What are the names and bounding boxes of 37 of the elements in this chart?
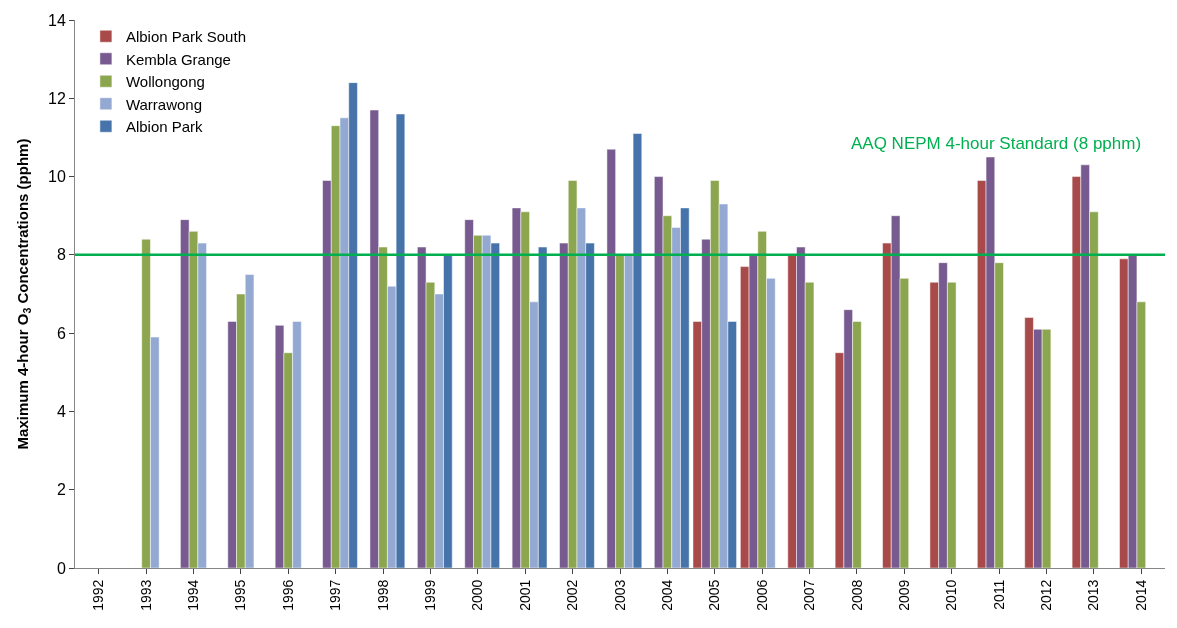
x-tick-label: 2009 <box>895 579 912 611</box>
y-tick-label: 10 <box>48 168 66 186</box>
ref-line-label: AAQ NEPM 4-hour Standard (8 pphm) <box>851 134 1142 153</box>
x-tick-label: 1999 <box>421 579 438 611</box>
x-tick-label: 2000 <box>469 579 486 611</box>
x-tick-label: 2004 <box>658 579 675 611</box>
x-tick-label: 2014 <box>1132 579 1149 611</box>
legend-label: Albion Park South <box>125 28 246 46</box>
x-tick-label: 2005 <box>706 579 723 611</box>
x-tick-label: 1996 <box>279 579 296 611</box>
x-tick-label: 2012 <box>1038 579 1055 611</box>
x-tick-label: 2001 <box>516 579 533 611</box>
x-tick-label: 1998 <box>374 579 391 611</box>
legend-label: Wollongong <box>125 73 205 91</box>
x-tick-label: 1997 <box>327 579 344 611</box>
x-tick-label: 1995 <box>232 579 249 611</box>
y-tick-label: 0 <box>56 559 66 577</box>
x-tick-label: 2007 <box>801 579 818 611</box>
x-tick-label: 1992 <box>90 579 107 611</box>
x-tick-label: 2003 <box>611 579 628 611</box>
y-tick-label: 8 <box>56 246 66 264</box>
y-tick-label: 4 <box>56 403 66 421</box>
x-tick-label: 2010 <box>943 579 960 611</box>
x-tick-label: 2008 <box>848 579 865 611</box>
legend-label: Kembla Grange <box>125 50 231 68</box>
legend-label: Warrawong <box>125 95 203 113</box>
y-tick-label: 6 <box>56 324 66 342</box>
x-tick-label: 2011 <box>990 579 1007 610</box>
y-tick-label: 12 <box>48 89 66 107</box>
x-tick-label: 2006 <box>753 579 770 611</box>
y-tick-label: 14 <box>48 11 66 29</box>
x-tick-label: 2013 <box>1085 579 1102 611</box>
x-tick-label: 2002 <box>564 579 581 611</box>
legend-label: Albion Park <box>125 118 204 136</box>
y-tick-label: 2 <box>56 481 66 499</box>
x-tick-label: 1994 <box>185 579 202 611</box>
x-tick-label: 1993 <box>137 579 154 611</box>
